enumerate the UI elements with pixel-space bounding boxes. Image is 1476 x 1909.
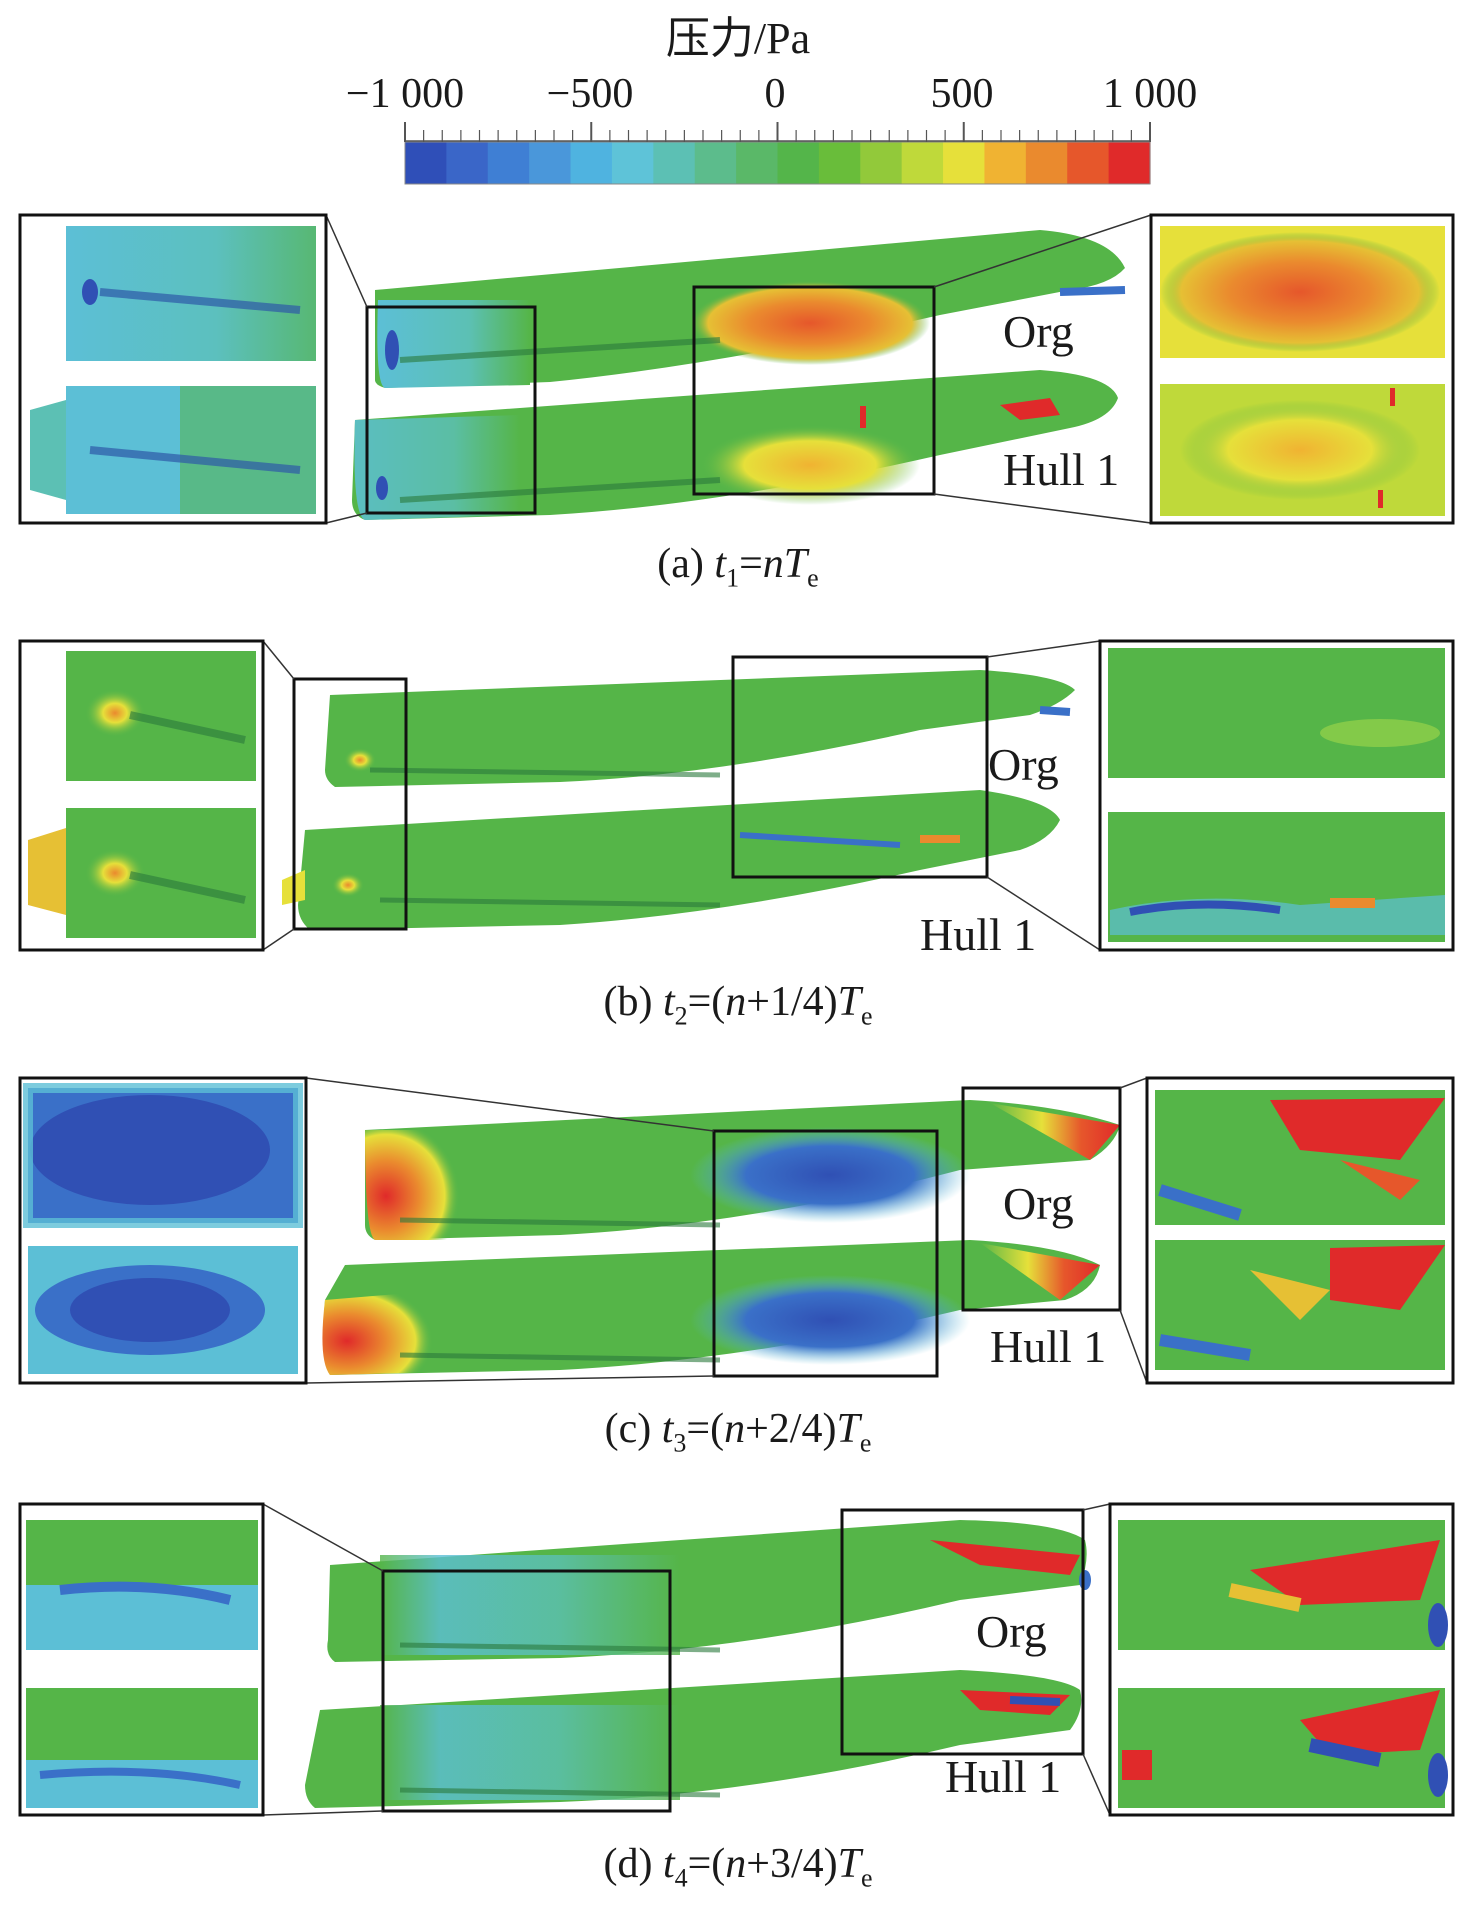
inset-left: [18, 213, 328, 525]
colorbar-title: 压力/Pa: [665, 14, 811, 63]
inset-right: [1145, 1076, 1455, 1385]
hull-1: [305, 1670, 1082, 1808]
inset-right: [1149, 213, 1455, 525]
colorbar-tick-label: 1 000: [1102, 71, 1198, 117]
zoom-box-mid: [692, 285, 936, 496]
inset-left: [18, 1076, 308, 1385]
label-hull-1: Hull 1: [920, 909, 1037, 960]
hull-1: [282, 790, 1060, 930]
inset-left: [18, 1502, 265, 1817]
colorbar-swatch: [901, 142, 944, 184]
panel-a: [18, 213, 1455, 525]
colorbar-swatch: [1025, 142, 1068, 184]
colorbar-swatch: [777, 142, 820, 184]
colorbar-swatch: [736, 142, 779, 184]
colorbar-swatch: [818, 142, 861, 184]
colorbar-swatch: [860, 142, 903, 184]
label-org: Org: [988, 739, 1059, 790]
colorbar-swatch: [446, 142, 489, 184]
colorbar-swatch: [487, 142, 530, 184]
hull-org: [325, 670, 1075, 787]
colorbar-swatch: [405, 142, 447, 184]
caption-c: (c) t3=(n+2/4)Te: [604, 1406, 872, 1458]
zoom-box-stern: [365, 305, 537, 515]
panel-d: [18, 1502, 1455, 1817]
colorbar-swatch: [1108, 142, 1151, 184]
label-hull-1: Hull 1: [1003, 444, 1120, 495]
colorbar-swatch: [653, 142, 696, 184]
hull-org: [365, 1100, 1120, 1240]
colorbar-tick-label: −1 000: [345, 71, 465, 117]
hull-org: [375, 230, 1126, 388]
inset-right: [1098, 639, 1455, 952]
label-hull-1: Hull 1: [945, 1751, 1062, 1802]
colorbar-swatch: [694, 142, 737, 184]
caption-d: (d) t4=(n+3/4)Te: [603, 1841, 873, 1893]
colorbar: [404, 122, 1151, 185]
panel-c: [18, 1076, 1455, 1385]
colorbar-tick-label: 500: [930, 71, 994, 117]
caption-b: (b) t2=(n+1/4)Te: [603, 979, 873, 1031]
inset-right: [1108, 1502, 1455, 1817]
hull-1: [322, 1240, 1100, 1375]
colorbar-swatch: [1067, 142, 1110, 184]
hull-1: [352, 370, 1118, 520]
label-org: Org: [1003, 1178, 1074, 1229]
colorbar-swatch: [611, 142, 654, 184]
label-org: Org: [976, 1606, 1047, 1657]
colorbar-swatch: [943, 142, 986, 184]
panel-b: [18, 639, 1455, 952]
colorbar-tick-label: −500: [546, 71, 634, 117]
colorbar-swatch: [570, 142, 613, 184]
colorbar-swatch: [529, 142, 572, 184]
colorbar-swatch: [984, 142, 1027, 184]
label-hull-1: Hull 1: [990, 1321, 1107, 1372]
label-org: Org: [1003, 306, 1074, 357]
inset-left: [18, 639, 265, 952]
colorbar-tick-label: 0: [764, 71, 786, 117]
caption-a: (a) t1=nTe: [657, 541, 819, 593]
